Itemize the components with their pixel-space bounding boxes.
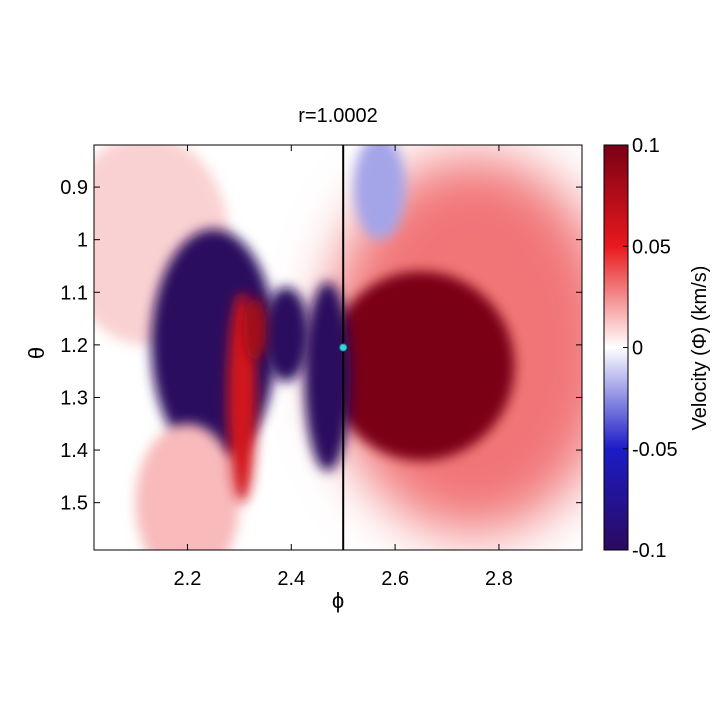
chart-title: r=1.0002 <box>298 105 378 127</box>
colorbar-tick-label: 0 <box>632 338 643 360</box>
heatmap-region <box>243 297 267 361</box>
y-tick-label: 1.2 <box>60 335 88 357</box>
y-tick-label: 1.3 <box>60 387 88 409</box>
x-tick-label: 2.8 <box>485 568 513 590</box>
y-tick-label: 1.1 <box>60 282 88 304</box>
x-axis-ticks: 2.2 2.4 2.6 2.8 <box>174 145 513 590</box>
colorbar-label: Velocity (Φ) (km/s) <box>689 266 711 431</box>
x-tick-label: 2.2 <box>174 568 202 590</box>
colorbar-tick-label: -0.05 <box>632 439 678 461</box>
colorbar-tick-label: 0.1 <box>632 135 660 157</box>
heatmap-region <box>262 287 310 382</box>
y-axis-ticks: 0.9 1 1.1 1.2 1.3 1.4 1.5 <box>60 177 582 515</box>
heatmap-area <box>93 144 583 551</box>
y-tick-label: 1 <box>77 230 88 252</box>
heatmap-region <box>327 271 515 461</box>
heatmap-region <box>135 423 240 550</box>
x-tick-label: 2.6 <box>381 568 409 590</box>
heatmap-region <box>304 281 351 472</box>
y-tick-label: 0.9 <box>60 177 88 199</box>
x-tick-label: 2.4 <box>277 568 305 590</box>
colorbar: -0.1 -0.05 0 0.05 0.1 Velocity (Φ) (km/s) <box>603 135 711 562</box>
y-tick-label: 1.4 <box>60 440 88 462</box>
y-tick-label: 1.5 <box>60 493 88 515</box>
y-axis-label: θ <box>24 347 49 359</box>
colorbar-tick-label: -0.1 <box>632 540 666 562</box>
colorbar-tick-label: 0.05 <box>632 236 671 258</box>
heatmap-region <box>353 145 406 240</box>
plot-frame <box>93 144 583 551</box>
x-axis-label: ϕ <box>332 588 344 613</box>
marker-point <box>339 343 348 352</box>
